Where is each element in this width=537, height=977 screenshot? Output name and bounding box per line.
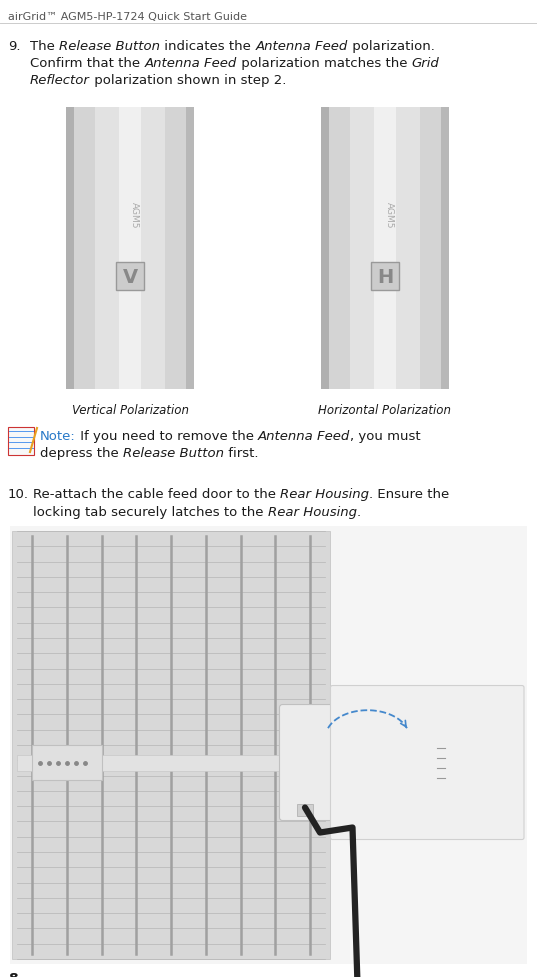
Bar <box>371 263 399 291</box>
Bar <box>374 107 396 390</box>
Text: Antenna Feed: Antenna Feed <box>255 40 347 53</box>
Text: AGM5: AGM5 <box>129 201 139 229</box>
Text: 8: 8 <box>8 971 18 977</box>
Text: Release Button: Release Button <box>59 40 160 53</box>
Bar <box>116 263 144 291</box>
Bar <box>186 107 194 390</box>
Text: depress the: depress the <box>40 446 123 459</box>
Bar <box>8 428 34 455</box>
Polygon shape <box>141 809 160 870</box>
Polygon shape <box>111 789 119 870</box>
Polygon shape <box>100 809 119 870</box>
Polygon shape <box>141 789 149 870</box>
Text: Note:: Note: <box>40 430 76 443</box>
Bar <box>119 107 141 390</box>
Text: 10.: 10. <box>8 488 29 500</box>
Bar <box>10 527 527 964</box>
Bar <box>66 107 74 390</box>
Text: .: . <box>357 505 361 519</box>
Text: Reflector: Reflector <box>30 74 90 87</box>
Text: Grid: Grid <box>411 57 439 70</box>
Text: Antenna Feed: Antenna Feed <box>144 57 237 70</box>
Text: Re-attach the cable feed door to the: Re-attach the cable feed door to the <box>33 488 280 500</box>
Text: polarization shown in step 2.: polarization shown in step 2. <box>90 74 286 87</box>
Polygon shape <box>116 674 144 686</box>
Text: The: The <box>30 40 59 53</box>
Bar <box>321 107 329 390</box>
Text: polarization matches the: polarization matches the <box>237 57 411 70</box>
Bar <box>66 107 194 390</box>
Text: AGM5: AGM5 <box>384 201 394 229</box>
Text: Antenna Feed: Antenna Feed <box>258 430 350 443</box>
Polygon shape <box>396 809 415 870</box>
Polygon shape <box>366 789 374 870</box>
FancyBboxPatch shape <box>279 704 340 821</box>
Text: 9.: 9. <box>8 40 20 53</box>
Text: V: V <box>122 268 137 286</box>
Polygon shape <box>371 674 399 686</box>
Bar <box>12 531 330 959</box>
FancyBboxPatch shape <box>330 686 524 839</box>
Polygon shape <box>363 712 407 726</box>
Text: first.: first. <box>224 446 258 459</box>
Text: Release Button: Release Button <box>123 446 224 459</box>
Bar <box>17 755 435 771</box>
Bar <box>32 745 102 781</box>
Polygon shape <box>108 712 152 726</box>
Bar <box>350 107 420 390</box>
Text: . Ensure the: . Ensure the <box>369 488 449 500</box>
Text: If you need to remove the: If you need to remove the <box>76 430 258 443</box>
Text: Vertical Polarization: Vertical Polarization <box>71 404 188 416</box>
Bar <box>95 107 165 390</box>
Text: locking tab securely latches to the: locking tab securely latches to the <box>33 505 268 519</box>
Text: airGrid™ AGM5-HP-1724 Quick Start Guide: airGrid™ AGM5-HP-1724 Quick Start Guide <box>8 12 247 21</box>
Text: indicates the: indicates the <box>160 40 255 53</box>
Text: H: H <box>377 268 393 286</box>
Text: Rear Housing: Rear Housing <box>268 505 357 519</box>
Text: polarization.: polarization. <box>347 40 434 53</box>
Text: Confirm that the: Confirm that the <box>30 57 144 70</box>
Bar <box>321 107 449 390</box>
Text: Horizontal Polarization: Horizontal Polarization <box>318 404 452 416</box>
Polygon shape <box>355 809 374 870</box>
Text: Rear Housing: Rear Housing <box>280 488 369 500</box>
Bar <box>441 107 449 390</box>
Text: , you must: , you must <box>350 430 421 443</box>
Bar <box>297 804 313 816</box>
Polygon shape <box>396 789 404 870</box>
